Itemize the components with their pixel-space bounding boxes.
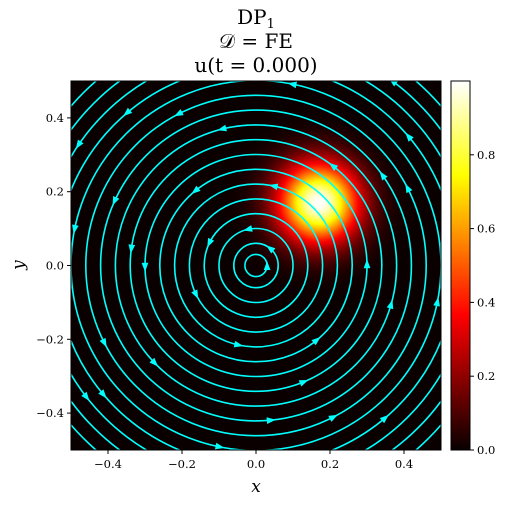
streamline-arrow xyxy=(9,248,16,257)
x-tick-label: −0.4 xyxy=(94,457,122,471)
heatmap-image xyxy=(71,81,441,450)
colorbar: 0.0 0.2 0.4 0.6 0.8 xyxy=(450,80,495,457)
streamline-arrow xyxy=(268,183,279,191)
streamline-arrow xyxy=(217,124,227,132)
chart-title: DP1 𝒟 = FE u(t = 0.000) xyxy=(194,5,317,77)
streamline xyxy=(203,212,309,319)
streamlines xyxy=(9,25,441,495)
y-tick-label: 0.4 xyxy=(46,111,64,125)
streamline-arrow xyxy=(298,379,309,387)
x-tick-label: 0.0 xyxy=(247,457,265,471)
x-tick-label: 0.4 xyxy=(395,457,413,471)
streamline-arrow xyxy=(287,81,298,89)
y-tick-label: −0.4 xyxy=(36,406,64,420)
streamline-arrow xyxy=(363,259,371,269)
streamline-arrow xyxy=(81,391,90,401)
streamline-arrow xyxy=(433,297,440,307)
streamline-arrow xyxy=(263,261,271,270)
streamline-arrow xyxy=(149,357,159,367)
colorbar-tick-label: 0.4 xyxy=(477,295,495,309)
streamline-arrow xyxy=(440,420,441,421)
plot-area: −0.4 −0.2 0.0 0.2 0.4 −0.4 −0.2 0.0 0.2 0.4 xyxy=(9,25,442,495)
colorbar-frame xyxy=(450,80,471,451)
y-tick-label: 0.0 xyxy=(46,259,64,273)
streamline-arrow xyxy=(174,109,184,117)
streamline-arrow xyxy=(379,171,388,181)
streamline-arrow xyxy=(311,336,321,346)
streamline-arrow xyxy=(191,289,199,300)
colorbar-tick-label: 0.0 xyxy=(477,443,495,457)
streamline-arrow xyxy=(390,81,399,87)
streamline-arrow xyxy=(328,414,338,422)
colorbar-ticks: 0.0 0.2 0.4 0.6 0.8 xyxy=(470,148,495,457)
streamline-arrow xyxy=(266,417,276,424)
streamline-arrow xyxy=(207,237,215,248)
title-line-3: u(t = 0.000) xyxy=(194,53,317,77)
streamline-arrow xyxy=(188,25,198,32)
title-line-2: 𝒟 = FE xyxy=(219,29,293,53)
streamline-arrow xyxy=(266,245,276,254)
y-ticks: −0.4 −0.2 0.0 0.2 0.4 xyxy=(36,111,71,420)
x-tick-label: 0.2 xyxy=(321,457,339,471)
streamline-arrow xyxy=(243,225,253,232)
streamline-arrow xyxy=(405,183,413,194)
streamline xyxy=(129,138,383,393)
streamline xyxy=(159,168,353,363)
streamline-arrow xyxy=(141,262,149,272)
streamline-arrow xyxy=(75,139,84,149)
streamline-arrow xyxy=(405,132,414,142)
title-subscript: 1 xyxy=(267,17,275,32)
streamline-arrow xyxy=(379,414,389,424)
streamline xyxy=(188,198,324,333)
colorbar-tick-label: 0.8 xyxy=(477,148,495,162)
x-axis-label: x xyxy=(251,477,261,497)
streamline-arrow xyxy=(123,107,133,117)
y-tick-label: −0.2 xyxy=(36,332,64,346)
streamline-arrow xyxy=(128,244,136,254)
title-line-1-main: DP xyxy=(237,5,267,29)
streamline xyxy=(233,242,280,289)
streamline xyxy=(114,124,398,407)
colorbar-gradient xyxy=(451,81,470,450)
streamline xyxy=(99,109,413,422)
x-tick-label: −0.2 xyxy=(168,457,196,471)
title-line-1: DP1 xyxy=(237,5,275,32)
streamline-arrow xyxy=(386,299,394,310)
streamline-arrow xyxy=(214,442,225,450)
streamline-arrow xyxy=(163,489,173,495)
y-tick-label: 0.2 xyxy=(46,185,64,199)
streamline xyxy=(173,183,339,348)
streamline-arrow xyxy=(233,340,244,348)
streamline-arrow xyxy=(99,337,107,348)
streamline-arrow xyxy=(72,224,79,234)
streamline-arrow xyxy=(119,81,121,82)
streamline xyxy=(218,227,294,304)
colorbar-tick-label: 0.2 xyxy=(477,369,495,383)
streamline-arrow xyxy=(112,195,120,206)
streamline-arrow xyxy=(98,389,107,399)
y-axis-label: y xyxy=(9,260,29,271)
streamline-arrow xyxy=(328,162,339,172)
colorbar-tick-label: 0.6 xyxy=(477,222,495,236)
streamline xyxy=(85,94,427,437)
x-ticks: −0.4 −0.2 0.0 0.2 0.4 xyxy=(94,450,413,471)
streamline-arrow xyxy=(191,185,201,195)
